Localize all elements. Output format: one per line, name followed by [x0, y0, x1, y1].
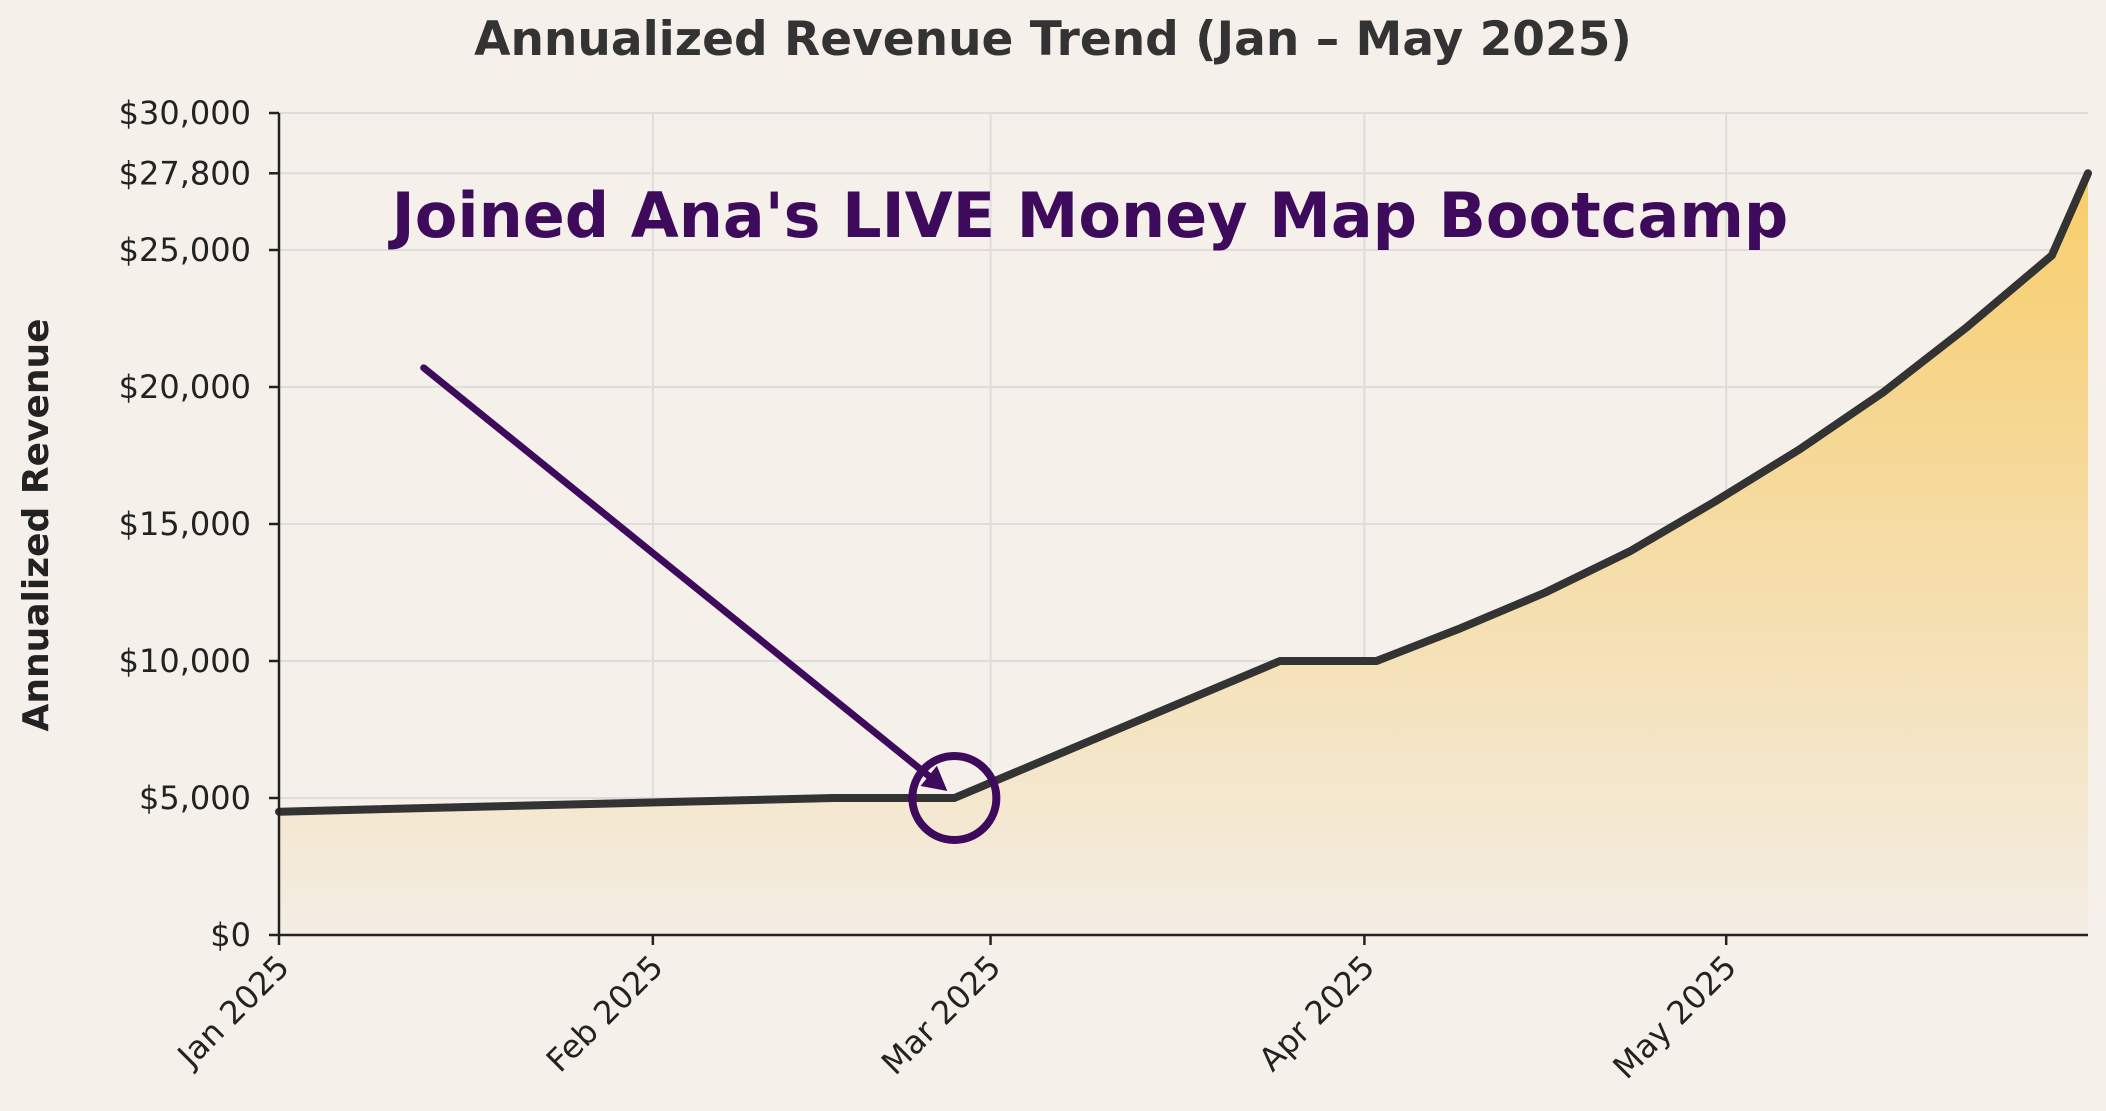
annotation-arrow-shaft: [420, 364, 933, 780]
revenue-line: [275, 169, 2092, 816]
annotation-arrow-head: [920, 765, 948, 791]
y-tick-label: $10,000: [119, 642, 251, 680]
y-axis-ticks: $0 $5,000 $10,000 $15,000 $20,000 $25,000 $27,…: [119, 94, 279, 954]
annotation-text: Joined Ana's LIVE Money Map Bootcamp: [388, 179, 1789, 252]
revenue-area: [279, 173, 2088, 935]
y-tick-label: $20,000: [119, 368, 251, 406]
y-tick-label: $0: [210, 916, 251, 954]
y-tick-label: $25,000: [119, 231, 251, 269]
y-tick-label: $5,000: [139, 779, 251, 817]
annotation: Joined Ana's LIVE Money Map Bootcamp: [388, 179, 1789, 844]
y-axis-label: Annualized Revenue: [16, 318, 57, 731]
y-tick-label: $30,000: [119, 94, 251, 132]
annotation-circle-marker: [908, 752, 1001, 844]
chart-title: Annualized Revenue Trend (Jan – May 2025…: [474, 12, 1632, 67]
y-tick-label: $27,800: [119, 154, 251, 192]
y-tick-label: $15,000: [119, 505, 251, 543]
